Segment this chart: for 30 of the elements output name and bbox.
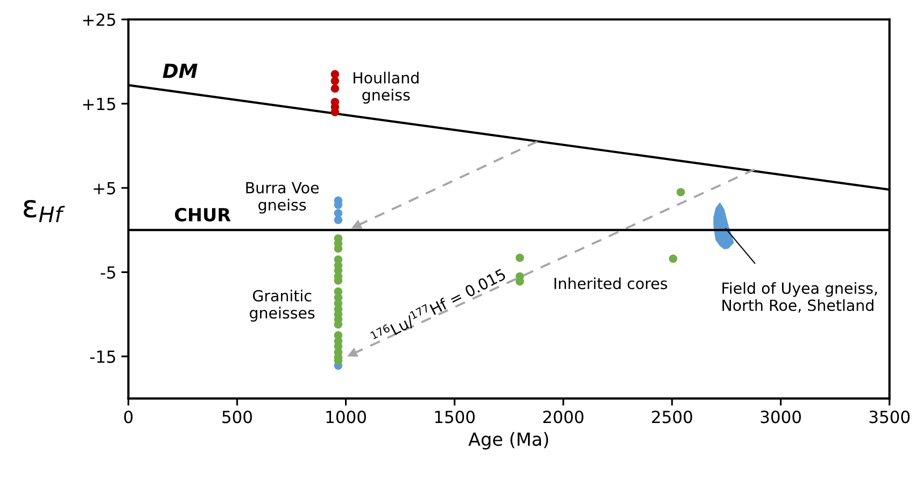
y-tick-label: -5 (100, 266, 116, 279)
annotation: Houlland gneiss (354, 72, 419, 104)
annotation: Granitic gneisses (250, 290, 315, 322)
y-tick-label: +5 (94, 182, 116, 194)
annotation: $^{176}$Lu/$^{177}$Hf = 0.015 (370, 266, 507, 346)
x-axis-title: Age (Ma) (468, 432, 548, 450)
y-tick-label: +15 (83, 98, 116, 110)
x-tick-label: 2000 (543, 410, 584, 424)
x-tick-label: 0 (124, 410, 133, 424)
x-tick-label: 1500 (435, 410, 475, 424)
point (668, 254, 678, 263)
y-tick-label: +25 (83, 13, 116, 26)
annotation: Field of Uyea gneiss, North Roe, Shetland (722, 282, 877, 313)
y-axis-title: ε$_{Hf}$ (24, 200, 65, 222)
x-tick-label: 1000 (326, 410, 366, 424)
x-tick-label: 3000 (760, 410, 801, 424)
ref-line-label: CHUR (174, 208, 231, 222)
annotation: Inherited cores (554, 277, 668, 290)
point (330, 84, 340, 93)
point (334, 216, 342, 224)
x-tick-label: 2500 (652, 410, 692, 424)
x-tick-label: 500 (222, 410, 252, 424)
annotation: DM (162, 64, 198, 78)
x-tick-label: 3500 (870, 410, 910, 424)
point (676, 188, 685, 196)
y-tick-label: -15 (90, 350, 116, 363)
point (334, 209, 342, 218)
point (330, 76, 340, 86)
annotation: Burra Voe gneiss (246, 182, 319, 214)
point (516, 254, 524, 262)
